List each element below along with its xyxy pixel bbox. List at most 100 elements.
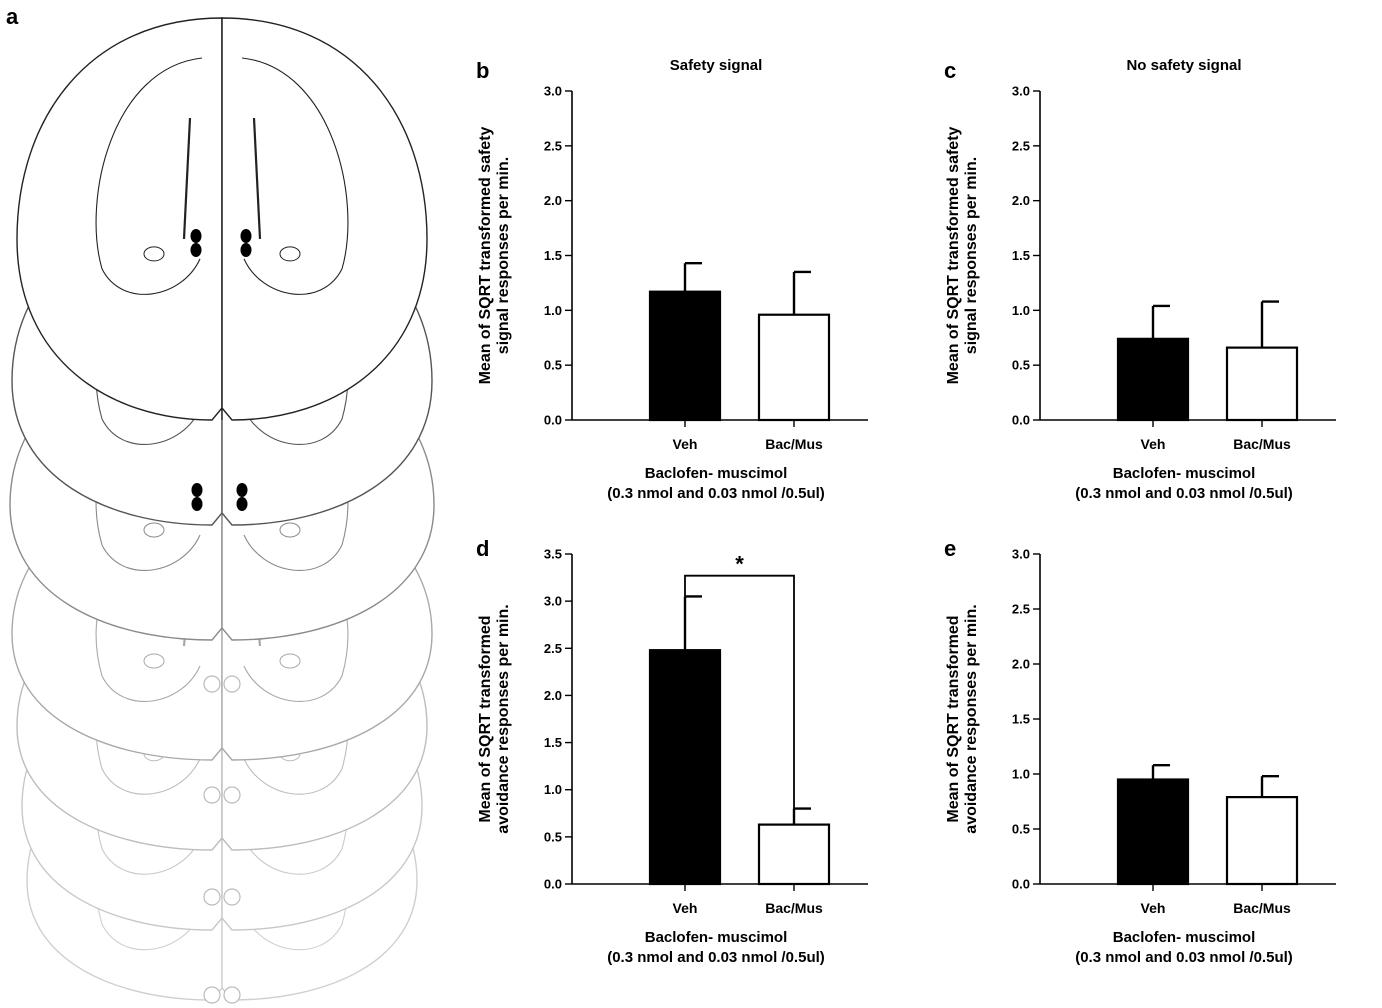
panel-b-chart: b Safety signal 0.0 0.5 1.0 1.5 2.0 2.5 3.0 Mean… (476, 57, 868, 502)
bar-bac-mus (1225, 346, 1299, 422)
y-tick-label: 1.5 (544, 248, 562, 263)
y-tick-label: 2.5 (544, 641, 562, 656)
injection-site-marker (236, 497, 248, 511)
panel-c-chart: c No safety signal 0.0 0.5 1.0 1.5 2.0 2.5 3.0 M… (944, 57, 1336, 502)
commissure-right (279, 653, 301, 669)
y-tick-label: 0.5 (544, 829, 562, 844)
y-tick-label: 0.5 (544, 358, 562, 373)
y-tick-label: 1.0 (1012, 303, 1030, 318)
y-tick-label: 3.0 (544, 84, 562, 99)
chart-title: No safety signal (1126, 57, 1241, 74)
y-tick-label: 3.5 (544, 547, 562, 562)
significance-bracket (684, 574, 795, 809)
inner-contour-left (95, 57, 203, 295)
x-tick-label: Bac/Mus (765, 436, 823, 452)
x-axis-label-line-1: Baclofen- muscimol (645, 929, 788, 946)
anatomical-circle-marker (223, 986, 241, 1004)
injection-site-marker (190, 229, 202, 243)
y-axis-label-line-2: avoidance responses per min. (495, 604, 512, 833)
y-axis-label-line-2: signal responses per min. (495, 157, 512, 354)
y-tick-label: 3.0 (1012, 84, 1030, 99)
x-tick-label: Veh (673, 900, 698, 916)
y-axis-label-line-1: Mean of SQRT transformed safety (945, 126, 962, 384)
bar-bac-mus (757, 823, 831, 886)
y-axis-label-line-1: Mean of SQRT transformed safety (477, 126, 494, 384)
commissure-left (143, 522, 165, 538)
anatomical-circle-marker (223, 888, 241, 906)
y-tick-label: 2.0 (544, 688, 562, 703)
bar-veh (1116, 778, 1190, 886)
injection-site-marker (240, 243, 252, 257)
ventricle-right (252, 117, 262, 239)
y-axis-label-line-2: avoidance responses per min. (963, 604, 980, 833)
x-axis-label-line-2: (0.3 nmol and 0.03 nmol /0.5ul) (1075, 485, 1293, 502)
inner-contour-right (241, 57, 349, 295)
x-axis-label-line-1: Baclofen- muscimol (645, 465, 788, 482)
injection-site-marker (240, 229, 252, 243)
y-tick-label: 2.5 (1012, 138, 1030, 153)
bar-veh (648, 649, 722, 886)
panel-d-chart: d 0.0 0.5 1.0 1.5 2.0 2.5 3.0 3.5 Mean of SQRT t… (476, 536, 868, 966)
hemisphere-right-outline (221, 17, 428, 421)
x-axis-label-line-2: (0.3 nmol and 0.03 nmol /0.5ul) (607, 485, 825, 502)
y-tick-label: 0.0 (1012, 413, 1030, 428)
ventricle-left (182, 117, 192, 239)
x-tick-label: Veh (673, 436, 698, 452)
y-tick-label: 0.0 (544, 877, 562, 892)
y-tick-label: 1.5 (1012, 248, 1030, 263)
bar-bac-mus (1225, 795, 1299, 886)
hemisphere-left-outline (16, 17, 223, 421)
x-tick-label: Veh (1141, 900, 1166, 916)
y-tick-label: 0.5 (1012, 822, 1030, 837)
x-axis-label-line-2: (0.3 nmol and 0.03 nmol /0.5ul) (607, 949, 825, 966)
y-tick-label: 3.0 (544, 594, 562, 609)
brain-section (16, 17, 428, 421)
y-tick-label: 3.0 (1012, 547, 1030, 562)
x-tick-label: Bac/Mus (1233, 900, 1291, 916)
x-axis-label-line-2: (0.3 nmol and 0.03 nmol /0.5ul) (1075, 949, 1293, 966)
panel-label-e: e (944, 536, 956, 561)
y-tick-label: 1.5 (544, 735, 562, 750)
x-tick-label: Veh (1141, 436, 1166, 452)
y-tick-label: 2.5 (1012, 602, 1030, 617)
y-tick-label: 1.0 (544, 303, 562, 318)
x-axis-label-line-1: Baclofen- muscimol (1113, 929, 1256, 946)
anatomical-circle-marker (223, 675, 241, 693)
y-tick-label: 0.0 (1012, 877, 1030, 892)
y-axis-label-line-1: Mean of SQRT transformed (945, 615, 962, 822)
commissure-right (279, 246, 301, 262)
commissure-left (143, 653, 165, 669)
panel-e-chart: e 0.0 0.5 1.0 1.5 2.0 2.5 3.0 Mean of SQRT tran… (944, 536, 1336, 966)
injection-site-marker (236, 483, 248, 497)
x-axis-label-line-1: Baclofen- muscimol (1113, 465, 1256, 482)
anatomical-circle-marker (203, 786, 221, 804)
bar-veh (648, 290, 722, 422)
injection-site-marker (191, 497, 203, 511)
x-tick-label: Bac/Mus (1233, 436, 1291, 452)
y-tick-label: 2.0 (1012, 193, 1030, 208)
injection-site-marker (191, 483, 203, 497)
panel-label-b: b (476, 58, 489, 83)
y-tick-label: 2.0 (544, 193, 562, 208)
bar-bac-mus (757, 313, 831, 422)
y-tick-label: 0.5 (1012, 358, 1030, 373)
y-tick-label: 1.0 (544, 782, 562, 797)
injection-site-marker (190, 243, 202, 257)
coronal-brain-sections-illustration (9, 17, 435, 1004)
y-tick-label: 0.0 (544, 413, 562, 428)
y-axis-label-line-2: signal responses per min. (963, 157, 980, 354)
commissure-right (279, 522, 301, 538)
panel-label-d: d (476, 536, 489, 561)
anatomical-circle-marker (223, 786, 241, 804)
y-tick-label: 2.0 (1012, 657, 1030, 672)
panel-label-a: a (6, 4, 19, 29)
bar-veh (1116, 337, 1190, 422)
chart-title: Safety signal (670, 57, 763, 74)
anatomical-circle-marker (203, 986, 221, 1004)
panel-label-c: c (944, 58, 956, 83)
significance-marker: * (735, 552, 744, 577)
y-tick-label: 1.5 (1012, 712, 1030, 727)
y-axis-label-line-1: Mean of SQRT transformed (477, 615, 494, 822)
y-tick-label: 1.0 (1012, 767, 1030, 782)
